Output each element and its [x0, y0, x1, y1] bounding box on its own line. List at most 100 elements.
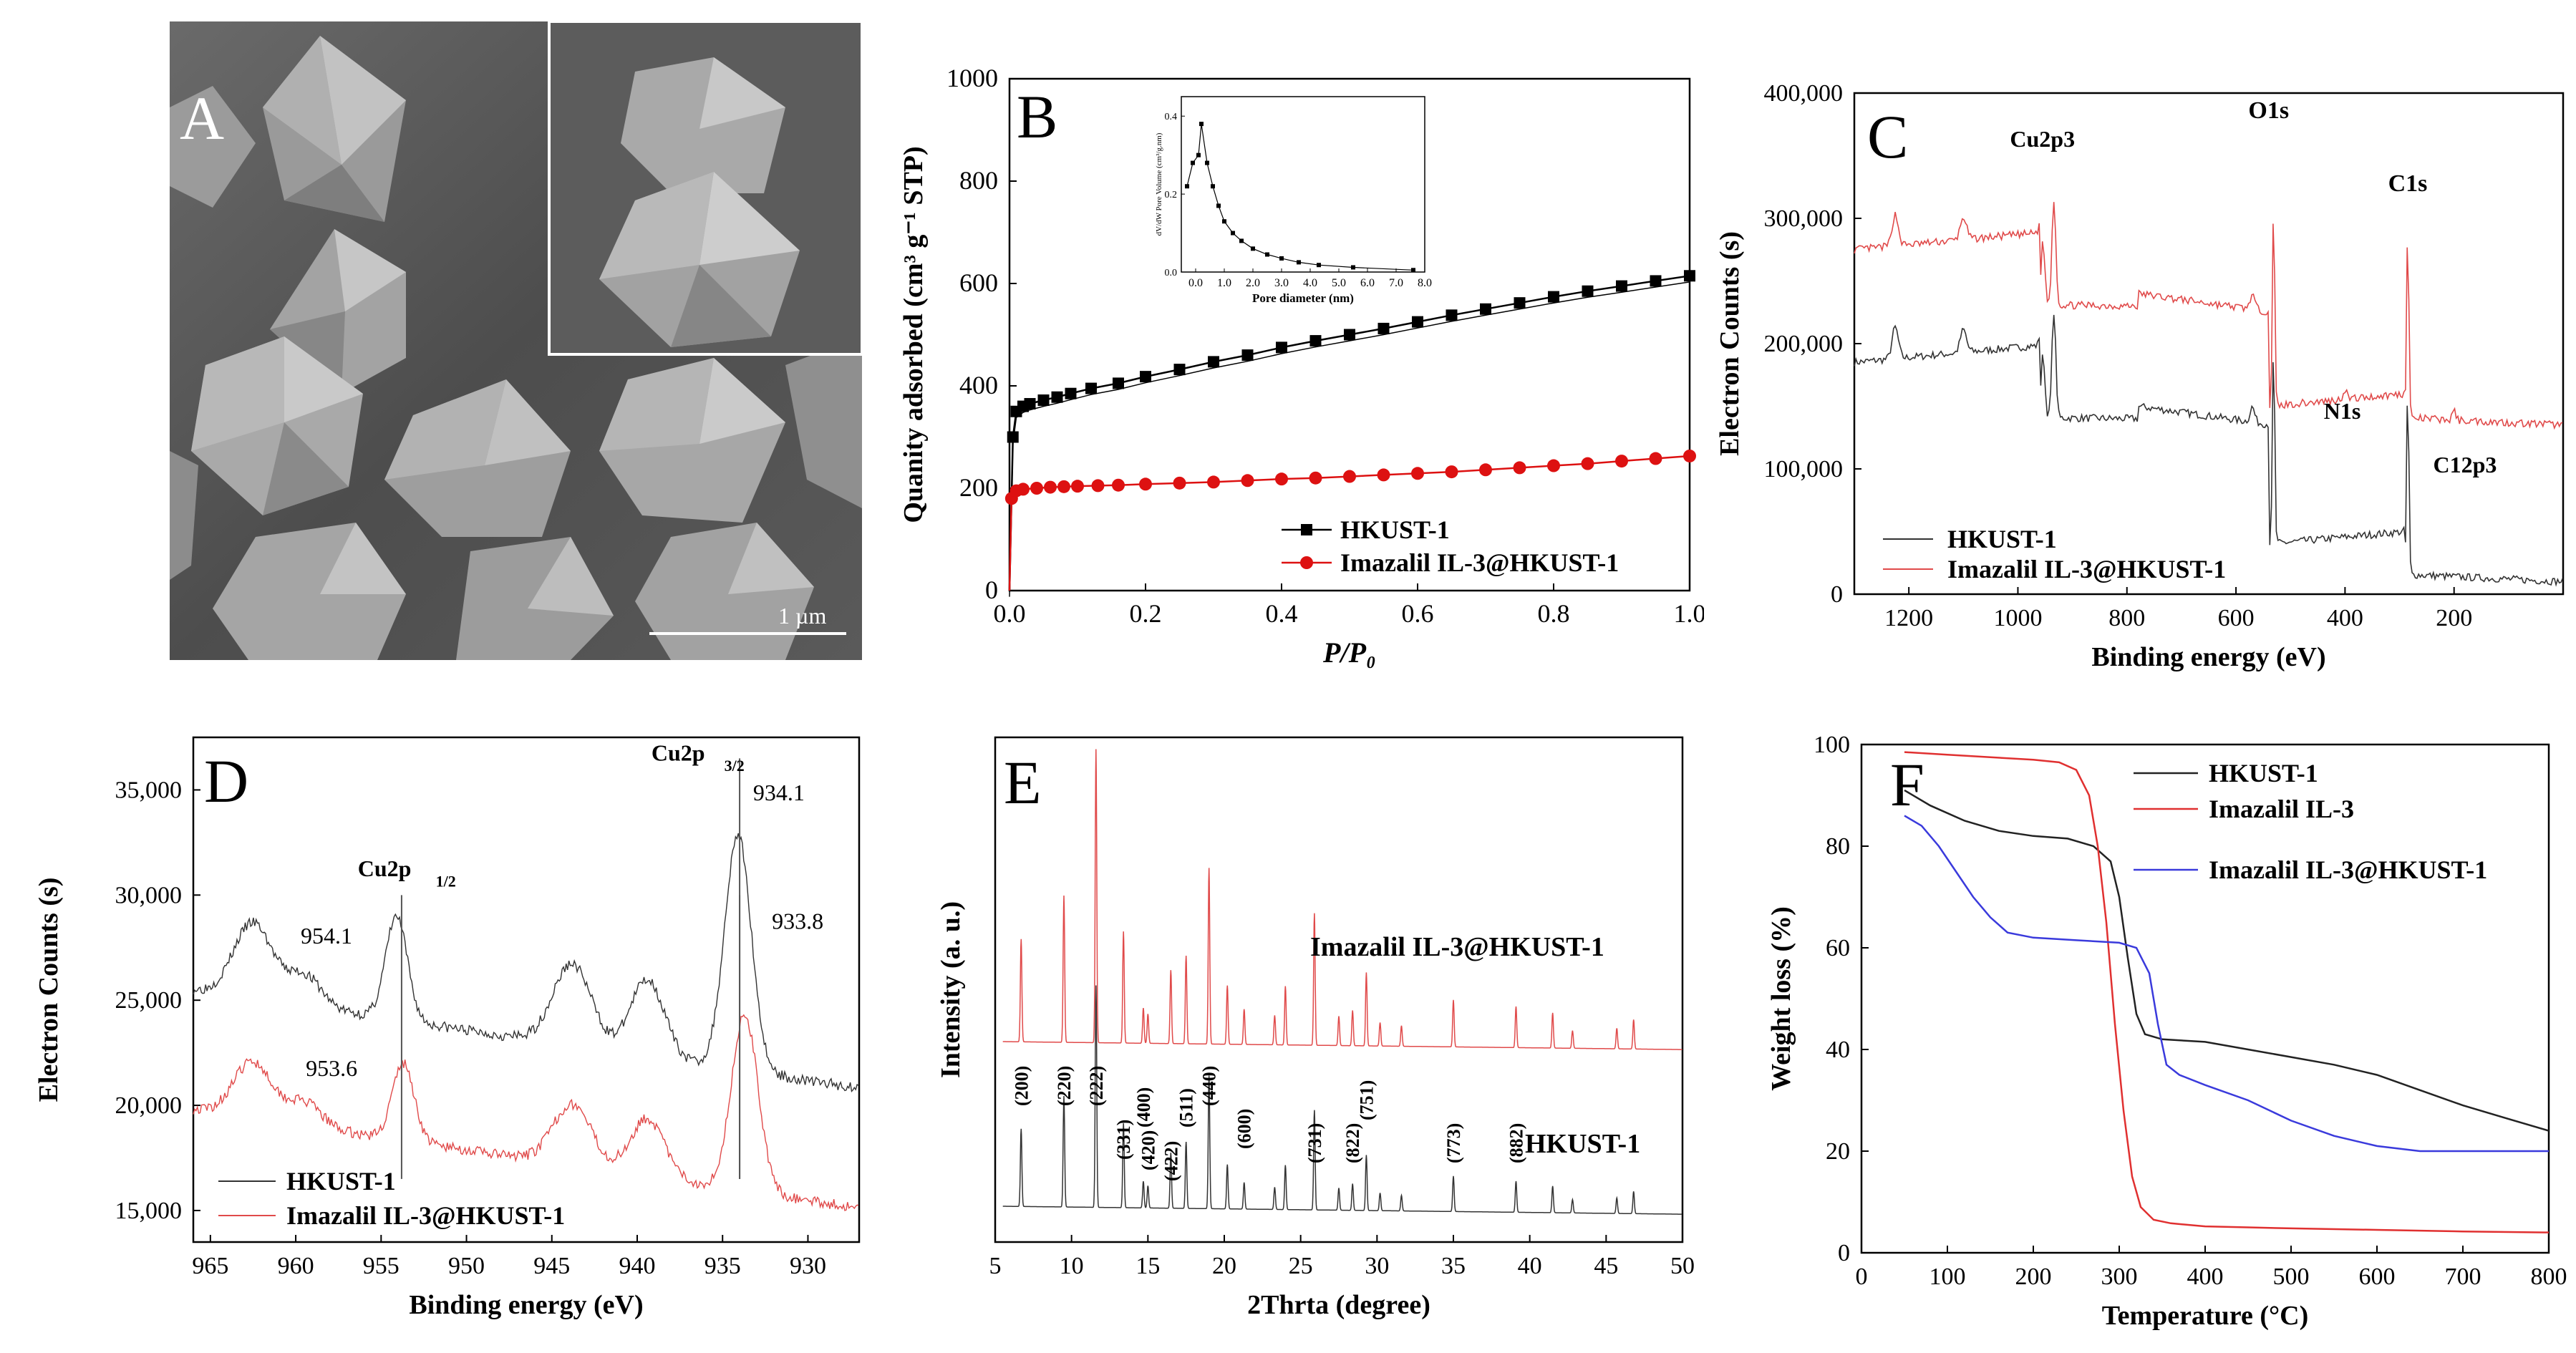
e-frame — [994, 736, 1684, 1243]
e-xtick-label: 35 — [1441, 1253, 1466, 1279]
f-legend-label: HKUST-1 — [2209, 759, 2318, 787]
b-xtick-label: 0.6 — [1402, 599, 1434, 628]
b-inset-point — [1251, 246, 1255, 251]
b-point — [1051, 391, 1063, 403]
b-inset-point — [1231, 231, 1235, 236]
f-xtick-label: 500 — [2273, 1264, 2310, 1290]
e-ylabel: Intensity (a. u.) — [936, 901, 966, 1078]
b-inset-point — [1222, 219, 1226, 224]
f-ytick-label: 0 — [1838, 1240, 1850, 1266]
d-annot-933-8: 933.8 — [772, 908, 823, 933]
b-inset-xtick-label: 1.0 — [1217, 277, 1231, 289]
b-inset-ytick-label: 0.4 — [1165, 112, 1178, 122]
b-point — [1017, 482, 1030, 496]
d-ytick-label: 15,000 — [115, 1198, 183, 1224]
e-peak-label: (331) — [1113, 1120, 1134, 1160]
b-point — [1139, 477, 1152, 491]
d-xtick-label: 940 — [619, 1253, 656, 1279]
e-peak-label: (822) — [1342, 1123, 1363, 1163]
e-xtick-label: 10 — [1060, 1253, 1084, 1279]
b-point — [1309, 335, 1322, 347]
b-inset-ytick-label: 0.0 — [1165, 268, 1178, 278]
e-peak-label: (422) — [1161, 1141, 1181, 1181]
sem-image — [170, 20, 863, 660]
b-ytick-label: 200 — [959, 473, 998, 502]
b-inset-xtick-label: 2.0 — [1246, 277, 1260, 289]
b-inset-point — [1199, 122, 1204, 127]
b-point — [1276, 341, 1287, 354]
c-ytick-label: 0 — [1831, 581, 1843, 608]
b-inset-point — [1185, 184, 1189, 189]
d-legend-label: Imazalil IL-3@HKUST-1 — [286, 1201, 565, 1230]
b-inset-point — [1279, 256, 1284, 261]
b-legend-marker — [1300, 556, 1313, 569]
d-xtick-label: 955 — [363, 1253, 400, 1279]
b-point — [1377, 322, 1390, 334]
e-peak-label: (511) — [1176, 1088, 1197, 1128]
b-inset-xtick-label: 8.0 — [1418, 277, 1432, 289]
f-xtick-label: 300 — [2101, 1264, 2138, 1290]
b-point — [1057, 480, 1070, 493]
chart-f: 0 100 200 300 400 500 600 700 800 0 20 40 60 80 100 Tem… — [1766, 732, 2567, 1331]
b-point — [1582, 285, 1594, 297]
b-point — [1024, 398, 1036, 410]
d-xtick-label: 965 — [192, 1253, 228, 1279]
b-xlabel: P/P₀ — [1322, 636, 1376, 669]
f-xtick-label: 200 — [2015, 1264, 2052, 1290]
b-inset-ylabel: dV/dW Pore Volume (cm³/g.nm) — [1155, 132, 1163, 236]
b-point — [1548, 291, 1559, 303]
b-point — [1344, 329, 1355, 341]
f-xtick-label: 0 — [1856, 1264, 1868, 1290]
c-legend-label: Imazalil IL-3@HKUST-1 — [1947, 555, 2226, 583]
b-point — [1085, 382, 1097, 394]
b-point — [1343, 470, 1356, 483]
chart-b: 0.0 0.2 0.4 0.6 0.8 1.0 0 200 400 600 800 1000 P/P₀ Q… — [899, 64, 1706, 669]
b-xtick-label: 1.0 — [1674, 599, 1705, 628]
b-inset-xtick-label: 0.0 — [1188, 277, 1203, 289]
e-xtick-label: 20 — [1212, 1253, 1236, 1279]
b-point — [1547, 459, 1560, 472]
d-ytick-label: 35,000 — [115, 777, 183, 803]
b-point — [1007, 431, 1019, 443]
b-point — [1208, 356, 1219, 368]
b-point — [1173, 476, 1186, 490]
f-ylabel: Weight loss (%) — [1766, 906, 1796, 1091]
d-annot-cu2p32-sub: 3/2 — [725, 757, 745, 775]
f-series-line — [1904, 789, 2550, 1132]
c-xtick-label: 600 — [2218, 605, 2255, 631]
c-xlabel: Binding energy (eV) — [2091, 642, 2325, 672]
b-point — [1140, 371, 1151, 383]
chart-c: 1200 1000 800 600 400 200 0 100,000 200,000 300,0… — [1715, 80, 2565, 672]
b-ylabel: Quanity adsorbed (cm³ g⁻¹ STP) — [899, 146, 929, 523]
scale-bar-label: 1 µm — [778, 603, 827, 629]
b-point — [1683, 449, 1696, 462]
c-letter: C — [1867, 102, 1908, 171]
e-peak-label: (200) — [1011, 1066, 1032, 1106]
b-point — [1684, 270, 1695, 282]
b-ytick-label: 1000 — [946, 64, 998, 92]
f-series-line — [1904, 815, 2549, 1153]
b-ytick-label: 600 — [959, 268, 998, 297]
b-inset-point — [1191, 160, 1195, 165]
chart-d: 965 960 955 950 945 940 935 930 15,000 20,000 25,0… — [34, 736, 861, 1320]
b-legend-label: Imazalil IL-3@HKUST-1 — [1340, 548, 1619, 577]
f-letter: F — [1890, 750, 1924, 819]
b-inset-point — [1239, 238, 1244, 243]
d-annot-cu2p12: Cu2p — [358, 855, 412, 881]
b-xtick-label: 0.0 — [994, 599, 1026, 628]
b-ytick-label: 0 — [985, 576, 998, 604]
b-point — [1241, 349, 1254, 362]
b-xtick-label: 0.2 — [1130, 599, 1162, 628]
d-annot-cu2p32: Cu2p — [652, 739, 705, 765]
panel-c: 1200 1000 800 600 400 200 0 100,000 200,000 300,0… — [1711, 68, 2576, 705]
c-annot-o1s: O1s — [2248, 97, 2289, 124]
d-series-il3 — [193, 1014, 859, 1211]
d-ytick-label: 30,000 — [115, 882, 183, 908]
b-inset-point — [1211, 184, 1215, 189]
e-xtick-label: 15 — [1136, 1253, 1160, 1279]
b-point — [1412, 316, 1423, 328]
c-ylabel: Electron Counts (s) — [1715, 231, 1745, 456]
d-annot-953-6: 953.6 — [306, 1055, 357, 1081]
b-point — [1616, 280, 1627, 292]
e-xtick-label: 30 — [1365, 1253, 1389, 1279]
